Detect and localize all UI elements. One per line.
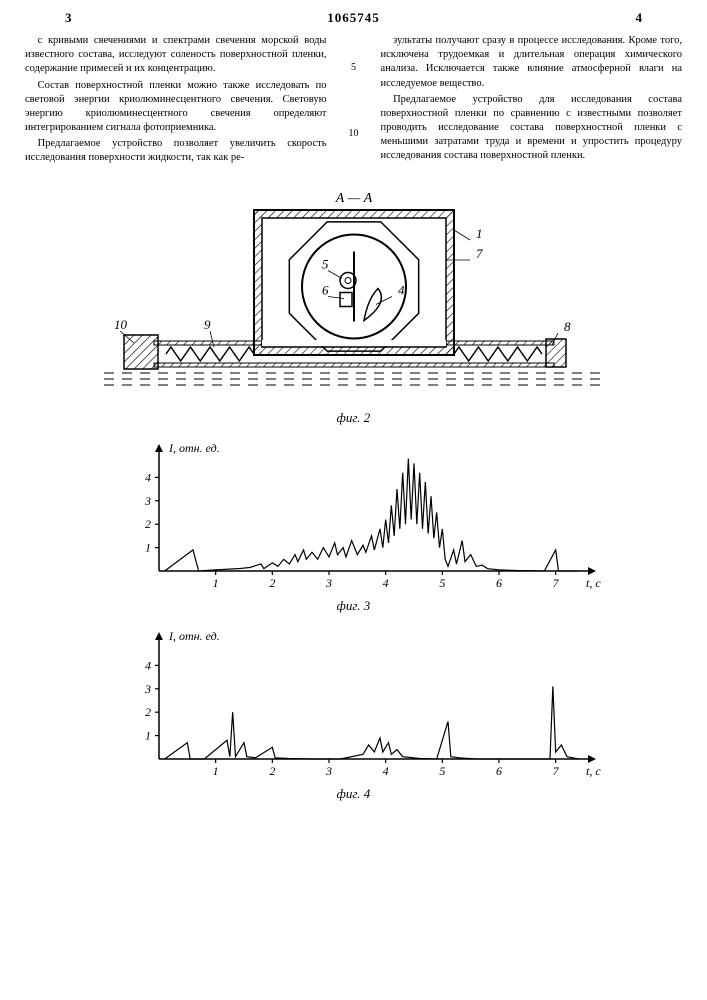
doc-number: 1065745: [327, 10, 380, 26]
para: Состав поверхностной пленки можно также …: [25, 79, 327, 136]
svg-text:t, c: t, c: [586, 764, 601, 778]
para: Предлагаемое устройство позволяет увелич…: [25, 137, 327, 165]
svg-text:3: 3: [325, 764, 332, 778]
svg-text:3: 3: [144, 681, 151, 695]
svg-text:4: 4: [382, 764, 388, 778]
text-body: с кривыми свечениями и спектрами свечени…: [25, 34, 682, 168]
line-10: 10: [349, 127, 359, 141]
svg-text:1: 1: [212, 764, 218, 778]
page-right: 4: [636, 10, 643, 26]
line-5: 5: [351, 61, 356, 75]
svg-text:I, отн. ед.: I, отн. ед.: [168, 441, 220, 455]
svg-text:2: 2: [145, 517, 151, 531]
fig2-caption: фиг. 2: [25, 410, 682, 426]
svg-text:А — А: А — А: [334, 191, 372, 206]
svg-text:9: 9: [204, 317, 211, 332]
svg-text:2: 2: [269, 576, 275, 590]
svg-text:7: 7: [552, 576, 559, 590]
fig3-chart: 1 2 3 4 1 2 3 4 5 6 7 I, отн. ед. t, c: [104, 436, 604, 596]
svg-text:1: 1: [145, 540, 151, 554]
svg-text:4: 4: [398, 282, 405, 297]
svg-text:4: 4: [145, 658, 151, 672]
left-column: с кривыми свечениями и спектрами свечени…: [25, 34, 327, 168]
fig3-caption: фиг. 3: [25, 598, 682, 614]
svg-text:6: 6: [496, 576, 502, 590]
svg-text:3: 3: [144, 493, 151, 507]
svg-text:5: 5: [439, 576, 445, 590]
svg-text:6: 6: [496, 764, 502, 778]
line-markers: 5 10: [347, 34, 361, 168]
fig2-diagram: А — А 1 7 4 5 6 8 9 10: [94, 188, 614, 408]
para: с кривыми свечениями и спектрами свечени…: [25, 34, 327, 77]
svg-text:4: 4: [382, 576, 388, 590]
svg-text:1: 1: [145, 728, 151, 742]
svg-text:1: 1: [212, 576, 218, 590]
svg-text:t, c: t, c: [586, 576, 601, 590]
fig4-chart: 1 2 3 4 1 2 3 4 5 6 7 I, отн. ед. t, c: [104, 624, 604, 784]
svg-text:5: 5: [439, 764, 445, 778]
svg-text:2: 2: [145, 705, 151, 719]
svg-text:6: 6: [322, 282, 329, 297]
para: зультаты получают сразу в процессе иссле…: [381, 34, 683, 91]
svg-text:1: 1: [476, 226, 483, 241]
svg-text:7: 7: [476, 246, 483, 261]
svg-text:3: 3: [325, 576, 332, 590]
svg-text:8: 8: [564, 319, 571, 334]
right-column: зультаты получают сразу в процессе иссле…: [381, 34, 683, 168]
para: Предлагаемое устройство для исследования…: [381, 93, 683, 164]
svg-text:2: 2: [269, 764, 275, 778]
svg-text:I, отн. ед.: I, отн. ед.: [168, 629, 220, 643]
figure-2: А — А 1 7 4 5 6 8 9 10 фиг. 2: [25, 188, 682, 426]
fig4-caption: фиг. 4: [25, 786, 682, 802]
svg-text:10: 10: [114, 317, 128, 332]
svg-text:4: 4: [145, 470, 151, 484]
svg-text:7: 7: [552, 764, 559, 778]
page-left: 3: [65, 10, 72, 26]
figure-3: 1 2 3 4 1 2 3 4 5 6 7 I, отн. ед. t, c фиг. 3: [25, 436, 682, 614]
figure-4: 1 2 3 4 1 2 3 4 5 6 7 I, отн. ед. t, c фиг. 4: [25, 624, 682, 802]
svg-text:5: 5: [322, 256, 329, 271]
